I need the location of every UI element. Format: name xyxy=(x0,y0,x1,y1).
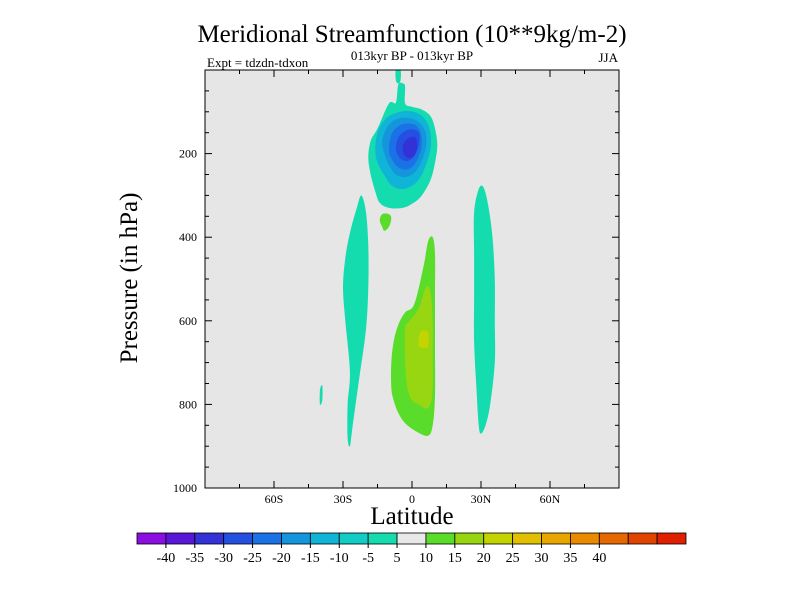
colorbar-label: -30 xyxy=(214,551,233,566)
y-tick-label: 200 xyxy=(179,147,197,161)
y-tick-label: 800 xyxy=(179,397,197,411)
x-tick-label: 30S xyxy=(334,492,353,506)
y-tick-label: 1000 xyxy=(173,481,197,495)
colorbar-label: 40 xyxy=(592,551,606,566)
colorbar: -40 -35 -30 -25 -20 -15 -10 -5 5 10 15 20 25 30 35 40 xyxy=(136,532,687,566)
expt-label: Expt = tdzdn-tdxon xyxy=(207,55,309,70)
colorbar-swatch xyxy=(483,532,514,545)
colorbar-label: -35 xyxy=(185,551,204,566)
contour-sh-band xyxy=(343,195,369,447)
colorbar-swatch xyxy=(512,532,542,545)
colorbar-swatch xyxy=(367,532,398,545)
colorbar-swatch xyxy=(252,532,282,545)
y-axis-label: Pressure (in hPa) xyxy=(116,193,143,364)
contour-pos-cell-15 xyxy=(418,330,429,349)
x-tick-label: 60S xyxy=(265,492,284,506)
colorbar-label: 10 xyxy=(419,551,433,566)
colorbar-label: -5 xyxy=(362,551,374,566)
colorbar-swatch xyxy=(454,532,485,545)
y-tick-label: 400 xyxy=(179,230,197,244)
colorbar-swatch xyxy=(338,532,369,545)
colorbar-label: 15 xyxy=(448,551,462,566)
contour-sh-spot xyxy=(319,385,323,405)
colorbar-label: 35 xyxy=(563,551,577,566)
x-tick-label: 60N xyxy=(540,492,561,506)
contour-nh-band xyxy=(473,185,496,434)
season-label: JJA xyxy=(598,50,618,65)
colorbar-swatch xyxy=(425,532,456,545)
colorbar-swatch xyxy=(136,532,167,545)
colorbar-label: 30 xyxy=(535,551,549,566)
colorbar-label: -40 xyxy=(157,551,176,566)
contour-neg-cell-30 xyxy=(402,136,418,159)
contour-pos-small xyxy=(379,213,392,231)
contour-layer xyxy=(319,70,496,447)
colorbar-swatch xyxy=(598,532,629,545)
colorbar-label: 5 xyxy=(394,551,401,566)
colorbar-swatch xyxy=(309,532,340,545)
colorbar-swatch xyxy=(194,532,225,545)
colorbar-swatch xyxy=(223,532,253,545)
colorbar-swatch xyxy=(281,532,311,545)
x-tick-label: 30N xyxy=(471,492,492,506)
x-tick-label: 0 xyxy=(409,492,415,506)
colorbar-label: 20 xyxy=(477,551,491,566)
axis-ticks: 60S 30S 0 30N 60N 200 400 600 800 1000 xyxy=(173,70,619,506)
colorbar-swatch xyxy=(656,532,687,545)
colorbar-swatch xyxy=(541,532,571,545)
colorbar-swatch xyxy=(570,532,600,545)
colorbar-label: -20 xyxy=(272,551,291,566)
colorbar-swatch xyxy=(396,532,427,545)
chart-title: Meridional Streamfunction (10**9kg/m-2) xyxy=(197,21,626,48)
colorbar-swatch xyxy=(627,532,658,545)
colorbar-label: 25 xyxy=(506,551,520,566)
x-axis-label: Latitude xyxy=(370,503,453,530)
chart-subtitle: 013kyr BP - 013kyr BP xyxy=(351,48,473,63)
colorbar-label: -25 xyxy=(243,551,262,566)
colorbar-label: -10 xyxy=(330,551,349,566)
colorbar-label: -15 xyxy=(301,551,320,566)
contour-top-filament xyxy=(395,70,401,84)
contour-pos-cell-10 xyxy=(404,285,433,409)
colorbar-swatch xyxy=(165,532,196,545)
y-tick-label: 600 xyxy=(179,314,197,328)
